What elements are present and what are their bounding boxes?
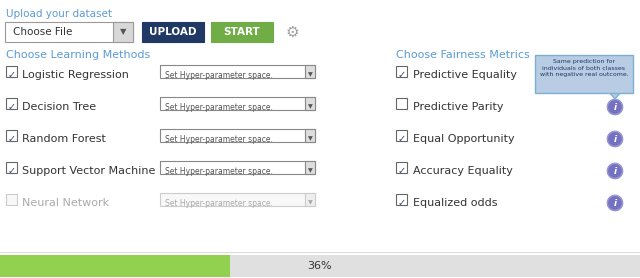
Bar	[6, 98, 17, 109]
Bar	[305, 161, 315, 174]
Bar	[113, 22, 133, 42]
Bar	[305, 129, 315, 142]
Bar	[396, 66, 407, 77]
Text: ▼: ▼	[308, 73, 312, 78]
Bar	[6, 194, 17, 205]
Text: ✓: ✓	[8, 70, 15, 80]
Bar	[6, 162, 17, 173]
Bar	[6, 66, 17, 77]
Text: Logistic Regression: Logistic Regression	[22, 70, 129, 80]
Text: ✓: ✓	[8, 166, 15, 176]
Bar	[396, 194, 407, 205]
Bar	[305, 193, 315, 206]
Text: ✓: ✓	[397, 70, 406, 80]
Text: i: i	[613, 103, 616, 111]
Text: ✓: ✓	[397, 198, 406, 208]
Text: Neural Network: Neural Network	[22, 198, 109, 208]
Text: i: i	[613, 135, 616, 143]
Text: Accuracy Equality: Accuracy Equality	[413, 166, 513, 176]
Text: Equalized odds: Equalized odds	[413, 198, 497, 208]
Text: Choose Learning Methods: Choose Learning Methods	[6, 50, 150, 60]
Bar	[160, 65, 315, 78]
Bar	[0, 255, 230, 277]
Bar	[396, 130, 407, 141]
Circle shape	[607, 195, 623, 210]
Bar	[142, 22, 204, 42]
Text: UPLOAD: UPLOAD	[149, 27, 196, 37]
Text: ▼: ▼	[308, 105, 312, 110]
Bar	[535, 55, 633, 93]
Text: START: START	[223, 27, 260, 37]
Text: Choose Fairness Metrics: Choose Fairness Metrics	[396, 50, 530, 60]
Text: i: i	[613, 198, 616, 207]
Text: ✓: ✓	[397, 134, 406, 144]
Text: Predictive Parity: Predictive Parity	[413, 102, 504, 112]
Circle shape	[607, 131, 623, 147]
Text: Set Hyper-parameter space.: Set Hyper-parameter space.	[165, 198, 273, 207]
Text: ▼: ▼	[308, 168, 312, 173]
Text: ✓: ✓	[8, 102, 15, 112]
Bar	[305, 65, 315, 78]
Bar	[160, 161, 315, 174]
Text: Predictive Equality: Predictive Equality	[413, 70, 517, 80]
Bar	[305, 97, 315, 110]
Text: 36%: 36%	[308, 261, 332, 271]
Bar	[160, 129, 315, 142]
Text: i: i	[613, 167, 616, 175]
Text: i: i	[613, 71, 616, 80]
Text: Set Hyper-parameter space.: Set Hyper-parameter space.	[165, 103, 273, 111]
Bar	[396, 162, 407, 173]
Text: Random Forest: Random Forest	[22, 134, 106, 144]
Text: Set Hyper-parameter space.: Set Hyper-parameter space.	[165, 71, 273, 80]
Text: Upload your dataset: Upload your dataset	[6, 9, 112, 19]
Text: ✓: ✓	[397, 166, 406, 176]
Text: Choose File: Choose File	[13, 27, 72, 37]
Text: Set Hyper-parameter space.: Set Hyper-parameter space.	[165, 167, 273, 175]
Circle shape	[607, 68, 623, 83]
Text: Equal Opportunity: Equal Opportunity	[413, 134, 515, 144]
Bar	[6, 130, 17, 141]
Bar	[5, 22, 133, 42]
Bar	[160, 97, 315, 110]
Text: ▼: ▼	[308, 200, 312, 205]
Text: Support Vector Machine: Support Vector Machine	[22, 166, 156, 176]
Circle shape	[607, 163, 623, 178]
Text: Set Hyper-parameter space.: Set Hyper-parameter space.	[165, 135, 273, 143]
Text: Same prediction for
individuals of both classes
with negative real outcome.: Same prediction for individuals of both …	[540, 59, 628, 77]
Bar	[211, 22, 273, 42]
Bar	[396, 98, 407, 109]
Bar	[0, 255, 640, 277]
Text: Decision Tree: Decision Tree	[22, 102, 96, 112]
Text: ⚙: ⚙	[285, 24, 299, 39]
Polygon shape	[610, 93, 620, 99]
Text: ✓: ✓	[8, 134, 15, 144]
Circle shape	[607, 100, 623, 115]
Text: ▼: ▼	[120, 28, 126, 36]
Text: ▼: ▼	[308, 136, 312, 142]
Bar	[160, 193, 315, 206]
